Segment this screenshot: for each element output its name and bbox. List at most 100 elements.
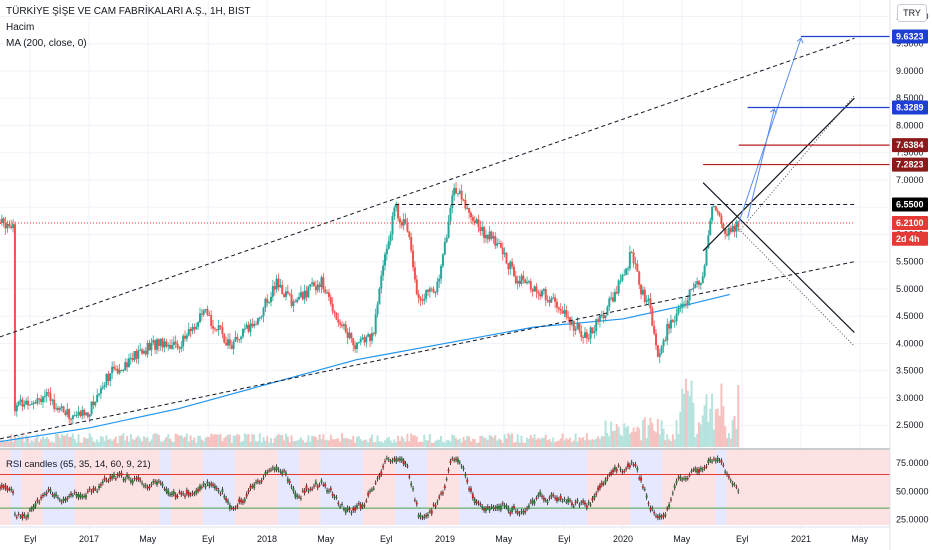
candle-body [681,303,684,308]
volume-bar [225,436,228,447]
volume-bar [503,434,506,447]
volume-legend[interactable]: Hacim [6,22,35,33]
rsi-candle [526,508,529,510]
candle-body [677,307,680,314]
candle-body [55,407,58,409]
rsi-band [469,450,482,525]
rsi-legend[interactable]: RSI candles (65, 35, 14, 60, 9, 21) [6,459,151,470]
price-badge [892,216,928,231]
volume-bar [559,438,562,447]
candle-body [4,223,7,229]
rsi-candle [714,459,717,462]
rsi-candle [348,508,351,511]
rsi-candle [309,488,312,490]
time-scale[interactable]: Eyl 2017 May Eyl 2018 May Eyl 2019 May Eyl 2020 May… [0,526,890,544]
rsi-candle [83,495,86,497]
candle-body [116,368,119,374]
volume-bar [245,434,248,447]
candle-body [699,283,702,285]
volume-bar [675,420,678,447]
rsi-candle [511,507,514,512]
volume-bar [206,436,209,447]
rsi-candle [169,494,172,496]
volume-bar [492,437,495,447]
candle-body [651,308,654,326]
rsi-scale[interactable]: 75.0000 50.0000 25.0000 [896,458,929,524]
candle-body [668,323,671,329]
volume-bar [681,388,684,447]
candle-body [498,243,501,245]
volume-bar [658,434,661,447]
rsi-candle [602,483,605,485]
trendlines[interactable] [0,37,855,440]
volume-bar [290,435,293,447]
volume-bar [548,439,551,447]
rsi-candle [600,482,603,486]
rsi-candle [729,480,732,482]
candle-body [544,289,547,300]
volume-bar [312,436,315,447]
candle-body [453,188,456,196]
trendline [738,228,855,347]
candle-body [15,405,18,412]
rsi-candle [352,508,355,511]
rsi-candle [0,484,3,488]
rsi-candle [557,499,560,501]
rsi-candle [159,482,162,484]
volume-bar [124,440,127,447]
volume-bar [552,437,555,447]
volume-bar [550,441,553,447]
volume-bar [296,440,299,447]
price-tick-label: 4.5000 [896,311,924,321]
volume-bar [398,440,401,447]
volume-bar [376,435,379,447]
candle-body [71,415,74,420]
volume-bar [60,433,63,447]
rsi-candle [21,513,24,519]
candle-body [372,333,375,335]
volume-bar [585,433,588,447]
volume-bar [406,433,409,447]
ma-legend[interactable]: MA (200, close, 0) [6,38,87,49]
currency-button[interactable]: TRY [897,4,927,22]
volume-bar [361,440,364,447]
volume-bar [238,434,241,447]
symbol-title[interactable]: TÜRKİYE ŞİŞE VE CAM FABRİKALARI A.Ş., 1H… [6,6,251,17]
rsi-candle [539,491,542,495]
rsi-band [555,450,567,525]
rsi-candle [376,478,379,480]
time-tick-label: 2018 [257,534,277,544]
price-tick-label: 8.5000 [896,93,924,103]
volume-bar [70,436,73,447]
rsi-candle [456,458,459,463]
rsi-candle [563,498,566,500]
rsi-candle [443,486,446,489]
rsi-candle [527,505,530,508]
rsi-candle [531,499,534,504]
candle-body [688,289,691,301]
candle-body [660,346,663,354]
volume-bar [135,437,138,447]
volume-bar [172,442,175,447]
rsi-candle [490,506,493,508]
candle-body [53,399,56,409]
volume-bar [583,440,586,447]
rsi-band [651,450,663,525]
rsi-candle [570,502,573,506]
projection-arrowhead [796,37,804,44]
rsi-candle [260,480,263,482]
candle-body [400,222,403,226]
price-badge [892,29,928,44]
rsi-candle [544,500,547,502]
candle-body [610,297,613,299]
rsi-candle [494,507,497,509]
volume-bar [526,437,529,447]
rsi-candle [380,471,383,475]
candle-body [275,278,278,290]
volume-bar [96,439,99,447]
horizontal-levels[interactable] [703,35,890,166]
candle-body [64,412,67,415]
volume-bar [720,383,723,447]
candle-body [200,313,203,315]
